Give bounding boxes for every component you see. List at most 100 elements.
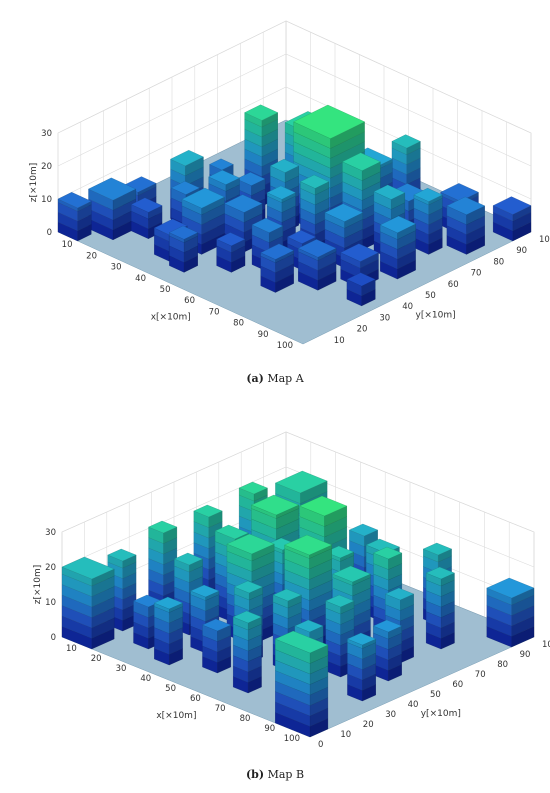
y-tick-label: 80	[497, 660, 508, 670]
bar-face-top	[202, 618, 232, 632]
y-tick-label: 60	[452, 680, 463, 690]
y-tick-label: 30	[385, 710, 396, 720]
caption-map-a-label: (a)	[246, 372, 264, 385]
z-tick-label: 10	[45, 598, 56, 608]
bar-face-top	[347, 632, 377, 646]
building-bar	[347, 632, 377, 702]
bar-face-top	[492, 196, 532, 215]
x-tick-label: 70	[209, 307, 220, 317]
y-tick-label: 40	[408, 700, 419, 710]
bar-face-top	[275, 470, 328, 494]
bar-face-top	[238, 481, 268, 495]
y-tick-label: 100	[539, 235, 550, 245]
x-tick-label: 90	[264, 724, 275, 734]
bar-face-top	[173, 552, 204, 566]
bar-face-top	[294, 619, 324, 633]
x-tick-label: 90	[258, 330, 269, 340]
building-bar	[88, 177, 137, 241]
bar-face-top	[413, 187, 443, 202]
chart-map-b: 10 20 30 40 50 60 70 80 90 100 0 10 20 30 40 50 60 70 80 90…	[0, 395, 550, 760]
bar-face-top	[269, 158, 300, 173]
x-tick-label: 30	[116, 664, 127, 674]
bar-face-top	[251, 494, 300, 516]
z-tick-label: 0	[51, 633, 56, 643]
bar-face-top	[391, 134, 421, 149]
z-tick-label: 10	[41, 195, 52, 205]
chart-map-a: 10 20 30 40 50 60 70 80 90 100 10 20 30 40 50 60 70 80 90 1…	[0, 0, 550, 380]
y-tick-label: 90	[520, 650, 531, 660]
bar-face-top	[168, 225, 199, 240]
bar-face-top	[236, 172, 266, 186]
y-tick-label: 0	[318, 740, 323, 750]
bar-face-top	[293, 104, 365, 139]
y-tick-label: 70	[475, 670, 486, 680]
bar-face-top	[324, 203, 364, 222]
bar-face-top	[340, 243, 379, 262]
x-axis-label: x[×10m]	[156, 711, 196, 721]
y-tick-label: 20	[357, 325, 368, 335]
bar-face-top	[260, 243, 295, 260]
bar-face-top	[274, 630, 329, 654]
x-tick-label: 80	[240, 714, 251, 724]
bar-face-top	[425, 566, 455, 580]
z-tick-label: 0	[47, 228, 52, 238]
x-tick-label: 100	[277, 341, 293, 351]
bar-face-top	[440, 183, 479, 202]
y-tick-label: 10	[340, 730, 351, 740]
bar-face-top	[384, 587, 415, 601]
x-tick-label: 100	[284, 734, 300, 744]
caption-map-b-label: (b)	[245, 768, 265, 781]
building-bar	[260, 243, 295, 293]
building-bar	[202, 618, 232, 674]
bar-face-top	[148, 520, 178, 534]
bar-face-top	[446, 196, 486, 215]
y-tick-label: 90	[516, 246, 527, 256]
caption-map-b: (b) Map B	[0, 768, 550, 781]
bar-face-top	[324, 545, 355, 559]
caption-map-a-text: Map A	[267, 372, 304, 385]
building-bar	[153, 596, 184, 666]
bar-face-top	[226, 533, 275, 555]
building-bar	[413, 187, 443, 255]
building-bar	[232, 610, 262, 694]
bar-face-top	[224, 194, 263, 213]
x-tick-label: 10	[62, 240, 73, 250]
caption-map-a: (a) Map A	[0, 372, 550, 385]
building-bar	[372, 619, 403, 682]
z-tick-label: 20	[41, 162, 52, 172]
y-tick-label: 60	[448, 280, 459, 290]
chart-map-b-svg: 1020304050607080901000102030405060708090…	[33, 431, 550, 750]
x-tick-label: 30	[111, 263, 122, 273]
bar-face-top	[284, 534, 333, 556]
bar-face-top	[373, 184, 406, 200]
buildings	[61, 470, 535, 738]
axis-labels: 1020304050607080901000102030405060708090…	[45, 528, 550, 750]
bar-face-top	[300, 174, 330, 189]
x-tick-label: 10	[66, 644, 77, 654]
y-tick-label: 50	[425, 291, 436, 301]
z-tick-label: 30	[45, 528, 56, 538]
building-bar	[446, 196, 486, 255]
y-tick-label: 50	[430, 690, 441, 700]
x-tick-label: 20	[91, 654, 102, 664]
bar-face-top	[181, 187, 225, 209]
bar-face-top	[190, 584, 220, 598]
bar-face-top	[153, 596, 184, 610]
y-tick-label: 40	[402, 302, 413, 312]
building-bar	[486, 577, 535, 648]
x-tick-label: 40	[140, 674, 151, 684]
bar-face-top	[216, 232, 246, 247]
building-bar	[346, 272, 376, 307]
building-bar	[61, 556, 115, 650]
building-bar	[216, 232, 246, 273]
bar-face-top	[57, 192, 92, 209]
x-axis-label: x[×10m]	[151, 313, 191, 323]
bar-face-top	[170, 150, 204, 167]
bar-face-top	[486, 577, 535, 599]
bar-face-top	[372, 619, 403, 633]
z-axis-label: z[×10m]	[29, 163, 39, 203]
y-tick-label: 20	[363, 720, 374, 730]
bar-face-top	[88, 177, 137, 201]
bar-face-top	[233, 580, 264, 594]
x-tick-label: 20	[86, 251, 97, 261]
